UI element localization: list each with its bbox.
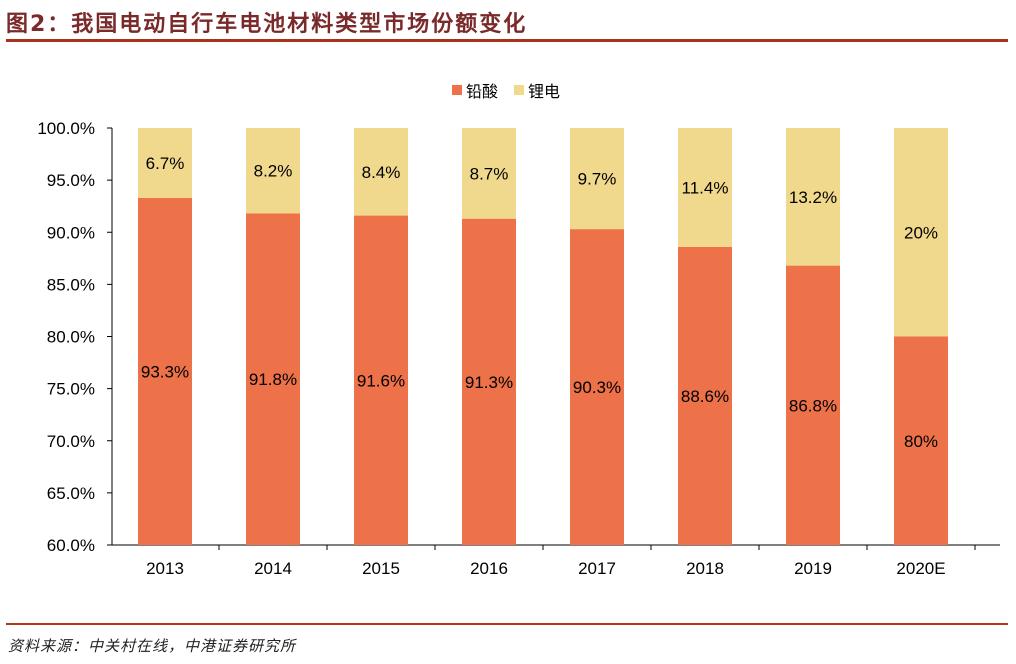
bar-2017-lithium bbox=[570, 128, 624, 230]
bar-2019-lithium bbox=[786, 128, 840, 266]
data-label-lithium: 6.7% bbox=[146, 154, 185, 173]
y-tick-label: 85.0% bbox=[47, 275, 95, 294]
data-label-lithium: 20% bbox=[904, 223, 938, 242]
title-divider bbox=[6, 39, 1008, 42]
data-label-lithium: 13.2% bbox=[789, 188, 837, 207]
y-tick-label: 75.0% bbox=[47, 380, 95, 399]
y-tick-label: 60.0% bbox=[47, 536, 95, 555]
data-label-lithium: 8.4% bbox=[362, 163, 401, 182]
source-note: 资料来源：中关村在线，中港证券研究所 bbox=[8, 637, 297, 655]
x-tick-label: 2018 bbox=[686, 559, 724, 578]
y-tick-label: 100.0% bbox=[37, 119, 95, 138]
bar-2015-lithium bbox=[354, 128, 408, 216]
bar-2019-lead-acid bbox=[786, 265, 840, 545]
bar-2016-lead-acid bbox=[462, 218, 516, 545]
data-label-lithium: 11.4% bbox=[682, 178, 729, 197]
footer-divider bbox=[6, 623, 1008, 625]
x-tick-label: 2014 bbox=[254, 559, 292, 578]
y-tick-label: 70.0% bbox=[47, 432, 95, 451]
bar-2016-lithium bbox=[462, 128, 516, 219]
legend-swatch-lead-acid bbox=[452, 85, 462, 95]
x-tick-label: 2015 bbox=[362, 559, 400, 578]
x-tick-label: 2016 bbox=[470, 559, 508, 578]
bar-2013-lithium bbox=[138, 128, 192, 198]
data-label-lithium: 9.7% bbox=[578, 170, 617, 189]
y-tick-label: 80.0% bbox=[47, 328, 95, 347]
data-label-lead-acid: 93.3% bbox=[141, 362, 189, 381]
x-tick-label: 2020E bbox=[896, 559, 945, 578]
data-label-lead-acid: 91.3% bbox=[465, 373, 513, 392]
x-tick-label: 2019 bbox=[794, 559, 832, 578]
stacked-bar-chart: 60.0% 65.0% 70.0% 75.0% 80.0% 85.0% 90.0% 95.0%… bbox=[37, 83, 1000, 578]
bar-2018-lithium bbox=[678, 128, 732, 247]
bar-2017-lead-acid bbox=[570, 229, 624, 545]
bar-2014-lithium bbox=[246, 128, 300, 214]
data-label-lead-acid: 91.6% bbox=[357, 371, 405, 390]
legend-swatch-lithium bbox=[514, 85, 524, 95]
data-label-lead-acid: 91.8% bbox=[249, 370, 297, 389]
data-label-lithium: 8.2% bbox=[254, 162, 293, 181]
data-label-lead-acid: 80% bbox=[904, 432, 938, 451]
data-label-lead-acid: 90.3% bbox=[573, 378, 621, 397]
data-label-lead-acid: 86.8% bbox=[789, 396, 837, 415]
bar-2018-lead-acid bbox=[678, 246, 732, 545]
legend-label-lead-acid: 铅酸 bbox=[466, 83, 498, 101]
data-label-lithium: 8.7% bbox=[470, 164, 509, 183]
bar-2015-lead-acid bbox=[354, 215, 408, 545]
y-tick-label: 95.0% bbox=[47, 171, 95, 190]
bar-2020E-lithium bbox=[894, 128, 948, 337]
x-tick-label: 2017 bbox=[578, 559, 616, 578]
data-label-lead-acid: 88.6% bbox=[681, 387, 729, 406]
bar-2020E-lead-acid bbox=[894, 336, 948, 545]
legend-label-lithium: 锂电 bbox=[528, 83, 560, 101]
figure-title: 图2：我国电动自行车电池材料类型市场份额变化 bbox=[6, 12, 528, 37]
x-tick-label: 2013 bbox=[146, 559, 184, 578]
bar-2013-lead-acid bbox=[138, 197, 192, 545]
y-tick-label: 90.0% bbox=[47, 223, 95, 242]
y-tick-label: 65.0% bbox=[47, 484, 95, 503]
bar-2014-lead-acid bbox=[246, 213, 300, 546]
